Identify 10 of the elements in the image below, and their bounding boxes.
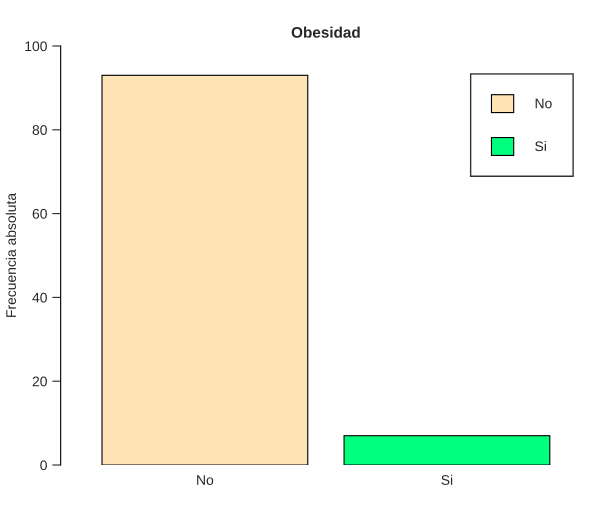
y-tick-label: 0 xyxy=(40,460,47,470)
y-tick-label: 80 xyxy=(32,125,47,135)
chart-title: Obesidad xyxy=(292,26,360,38)
y-tick-label: 40 xyxy=(32,292,47,303)
y-axis-title: Frecuencia absoluta xyxy=(6,192,16,317)
y-tick-label: 20 xyxy=(32,376,47,386)
y-tick-label: 100 xyxy=(25,41,47,52)
legend-label: Si xyxy=(535,140,546,152)
y-tick-label: 60 xyxy=(32,208,47,219)
legend-label: No xyxy=(536,98,552,108)
